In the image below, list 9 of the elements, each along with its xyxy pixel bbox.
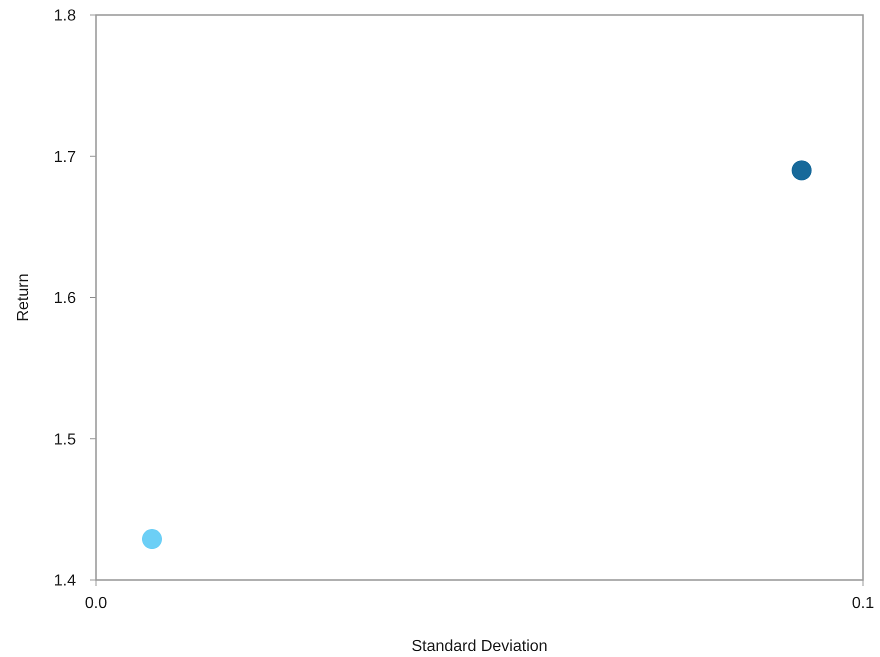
x-tick-label: 0.1: [852, 595, 874, 612]
y-tick-label: 1.6: [54, 290, 76, 308]
y-axis-title: Return: [15, 273, 32, 322]
y-tick-label: 1.5: [54, 431, 76, 448]
x-tick-label: 0.0: [84, 595, 108, 612]
y-tick-label: 1.7: [54, 148, 76, 166]
y-tick-label: 1.8: [54, 8, 76, 25]
y-tick-label: 1.4: [54, 572, 76, 590]
x-axis-title: Standard Deviation: [411, 638, 548, 655]
